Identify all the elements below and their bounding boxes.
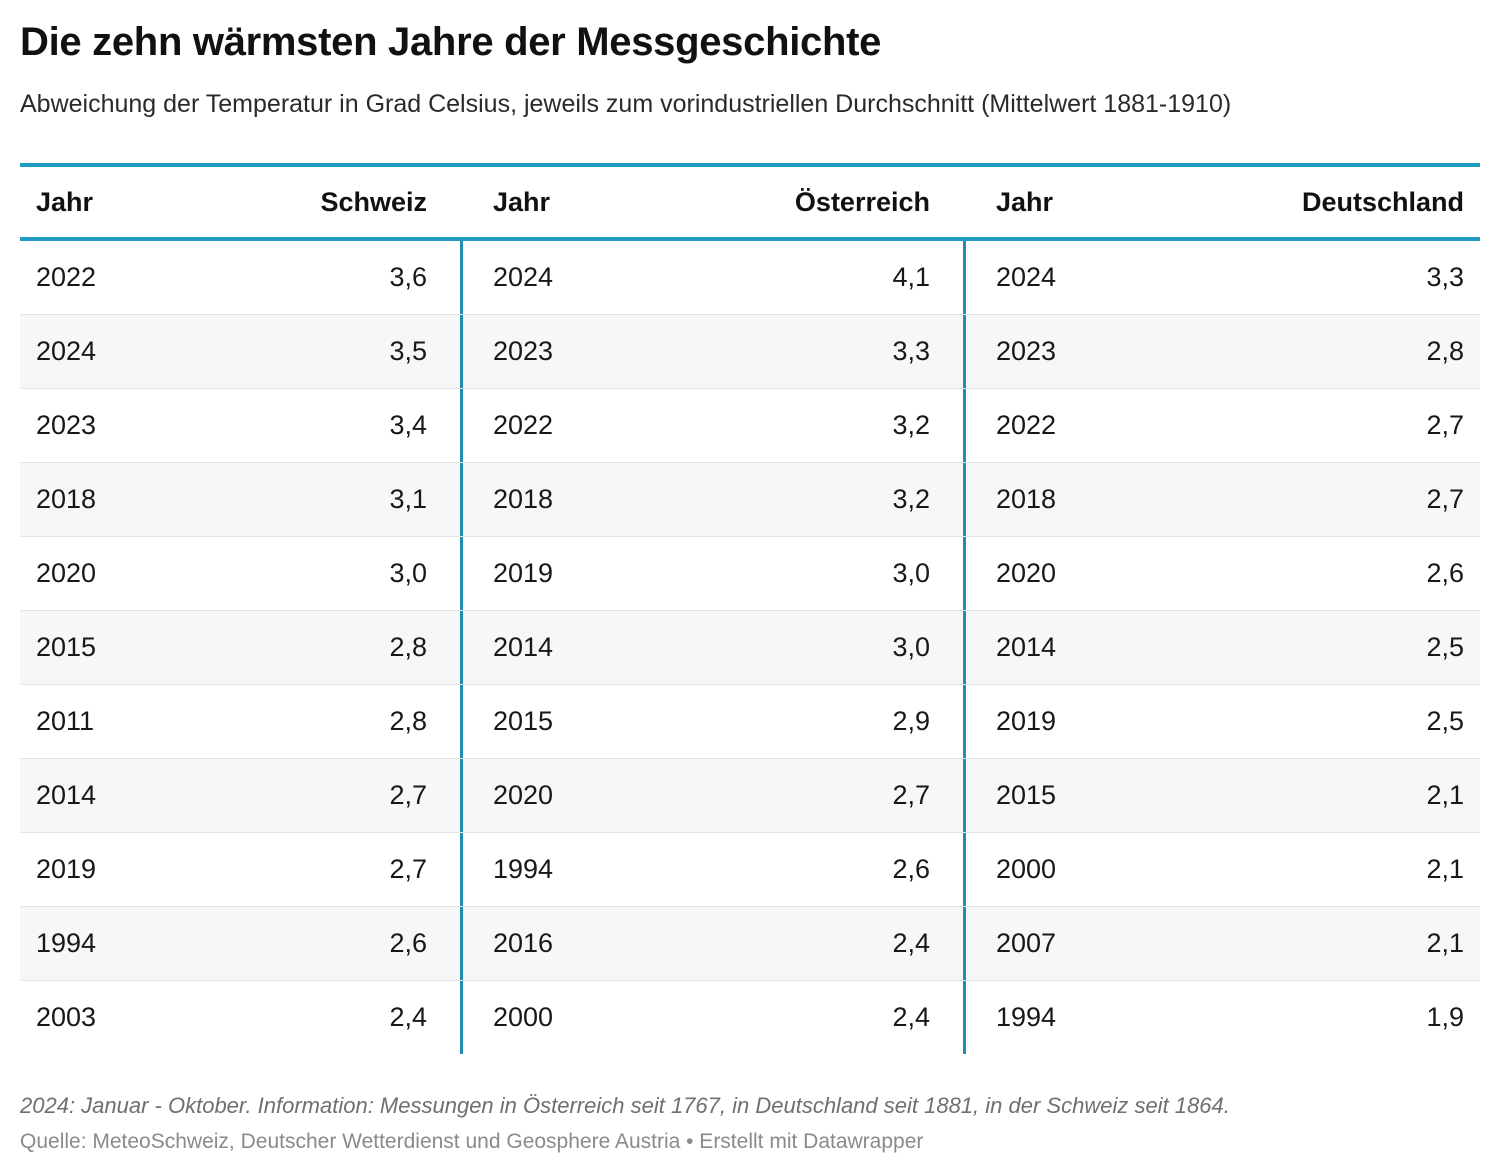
cell-jahr-schweiz: 2023 <box>36 410 97 440</box>
cell-schweiz: 2,7 <box>389 780 427 810</box>
cell-oesterreich: 3,2 <box>892 484 930 514</box>
cell-deutschland: 2,5 <box>1426 632 1464 662</box>
footnote: 2024: Januar - Oktober. Information: Mes… <box>20 1093 1230 1118</box>
cell-jahr-oesterreich: 2020 <box>460 759 610 832</box>
table-row: 2018 3,1 2018 3,2 2018 2,7 <box>20 463 1480 537</box>
cell-schweiz: 2,6 <box>389 928 427 958</box>
cell-oesterreich: 2,7 <box>892 780 930 810</box>
cell-jahr-oesterreich: 2016 <box>460 907 610 980</box>
cell-jahr-deutschland: 2015 <box>963 759 1113 832</box>
cell-jahr-oesterreich: 1994 <box>460 833 610 906</box>
cell-jahr-oesterreich: 2024 <box>460 241 610 314</box>
header-deutschland[interactable]: Deutschland <box>1301 186 1464 217</box>
cell-jahr-oesterreich: 2019 <box>460 537 610 610</box>
cell-jahr-schweiz: 2019 <box>36 854 97 884</box>
chart-subtitle: Abweichung der Temperatur in Grad Celsiu… <box>20 90 1232 118</box>
cell-deutschland: 2,8 <box>1426 336 1464 366</box>
table-row: 2020 3,0 2019 3,0 2020 2,6 <box>20 537 1480 611</box>
header-jahr-schweiz[interactable]: Jahr <box>36 186 94 217</box>
header-jahr-deutschland[interactable]: Jahr <box>996 186 1054 217</box>
table-row: 2014 2,7 2020 2,7 2015 2,1 <box>20 759 1480 833</box>
cell-deutschland: 2,1 <box>1426 928 1464 958</box>
cell-jahr-oesterreich: 2018 <box>460 463 610 536</box>
cell-oesterreich: 2,6 <box>892 854 930 884</box>
table-row: 1994 2,6 2016 2,4 2007 2,1 <box>20 907 1480 981</box>
cell-jahr-deutschland: 2007 <box>963 907 1113 980</box>
cell-jahr-schweiz: 1994 <box>36 928 97 958</box>
table-row: 2003 2,4 2000 2,4 1994 1,9 <box>20 981 1480 1054</box>
cell-jahr-schweiz: 2020 <box>36 558 97 588</box>
table-row: 2023 3,4 2022 3,2 2022 2,7 <box>20 389 1480 463</box>
cell-jahr-deutschland: 2014 <box>963 611 1113 684</box>
cell-jahr-schweiz: 2022 <box>36 262 97 292</box>
cell-oesterreich: 2,4 <box>892 1002 930 1032</box>
cell-jahr-schweiz: 2018 <box>36 484 97 514</box>
cell-deutschland: 2,7 <box>1426 410 1464 440</box>
cell-jahr-deutschland: 2022 <box>963 389 1113 462</box>
cell-jahr-deutschland: 2020 <box>963 537 1113 610</box>
data-table: Jahr Schweiz Jahr Österreich Jahr Deutsc… <box>20 163 1480 1054</box>
cell-oesterreich: 3,0 <box>892 632 930 662</box>
cell-schweiz: 3,4 <box>389 410 427 440</box>
cell-oesterreich: 3,2 <box>892 410 930 440</box>
chart-title: Die zehn wärmsten Jahre der Messgeschich… <box>20 20 882 64</box>
cell-schweiz: 2,4 <box>389 1002 427 1032</box>
cell-jahr-oesterreich: 2023 <box>460 315 610 388</box>
header-schweiz[interactable]: Schweiz <box>320 186 427 217</box>
table-row: 2024 3,5 2023 3,3 2023 2,8 <box>20 315 1480 389</box>
cell-deutschland: 3,3 <box>1426 262 1464 292</box>
cell-schweiz: 3,0 <box>389 558 427 588</box>
table-row: 2019 2,7 1994 2,6 2000 2,1 <box>20 833 1480 907</box>
source-note: Quelle: MeteoSchweiz, Deutscher Wetterdi… <box>20 1130 924 1153</box>
cell-deutschland: 2,5 <box>1426 706 1464 736</box>
cell-oesterreich: 2,9 <box>892 706 930 736</box>
cell-oesterreich: 3,0 <box>892 558 930 588</box>
cell-jahr-oesterreich: 2022 <box>460 389 610 462</box>
table-row: 2015 2,8 2014 3,0 2014 2,5 <box>20 611 1480 685</box>
cell-deutschland: 2,7 <box>1426 484 1464 514</box>
cell-jahr-deutschland: 2000 <box>963 833 1113 906</box>
cell-schweiz: 2,7 <box>389 854 427 884</box>
cell-schweiz: 3,1 <box>389 484 427 514</box>
cell-jahr-oesterreich: 2014 <box>460 611 610 684</box>
cell-jahr-deutschland: 2019 <box>963 685 1113 758</box>
cell-jahr-deutschland: 2018 <box>963 463 1113 536</box>
cell-jahr-oesterreich: 2000 <box>460 981 610 1054</box>
header-jahr-oesterreich[interactable]: Jahr <box>493 186 551 217</box>
cell-schweiz: 3,6 <box>389 262 427 292</box>
cell-jahr-deutschland: 2024 <box>963 241 1113 314</box>
header-oesterreich[interactable]: Österreich <box>794 186 930 217</box>
cell-deutschland: 2,1 <box>1426 854 1464 884</box>
cell-jahr-schweiz: 2003 <box>36 1002 97 1032</box>
table-row: 2011 2,8 2015 2,9 2019 2,5 <box>20 685 1480 759</box>
cell-oesterreich: 3,3 <box>892 336 930 366</box>
cell-jahr-schweiz: 2015 <box>36 632 97 662</box>
cell-deutschland: 2,1 <box>1426 780 1464 810</box>
cell-deutschland: 2,6 <box>1426 558 1464 588</box>
table-body: 2022 3,6 2024 4,1 2024 3,3 2024 3,5 2023 3,3 2023 2… <box>20 241 1480 1054</box>
cell-oesterreich: 2,4 <box>892 928 930 958</box>
table-header: Jahr Schweiz Jahr Österreich Jahr Deutsc… <box>20 167 1480 241</box>
cell-schweiz: 3,5 <box>389 336 427 366</box>
cell-jahr-schweiz: 2011 <box>36 706 95 736</box>
cell-jahr-oesterreich: 2015 <box>460 685 610 758</box>
table-row: 2022 3,6 2024 4,1 2024 3,3 <box>20 241 1480 315</box>
cell-jahr-schweiz: 2024 <box>36 336 97 366</box>
cell-jahr-schweiz: 2014 <box>36 780 97 810</box>
cell-schweiz: 2,8 <box>389 632 427 662</box>
cell-oesterreich: 4,1 <box>892 262 930 292</box>
cell-deutschland: 1,9 <box>1426 1002 1464 1032</box>
cell-jahr-deutschland: 1994 <box>963 981 1113 1054</box>
cell-jahr-deutschland: 2023 <box>963 315 1113 388</box>
cell-schweiz: 2,8 <box>389 706 427 736</box>
